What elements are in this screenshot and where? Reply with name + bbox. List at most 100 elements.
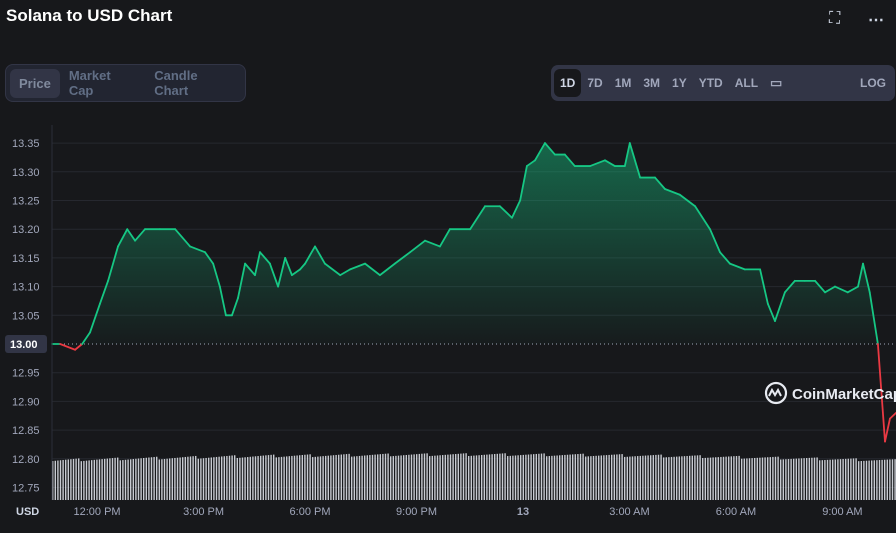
volume-bar — [665, 457, 667, 500]
volume-bar — [681, 456, 683, 500]
range-3m[interactable]: 3M — [643, 76, 661, 90]
volume-bar — [527, 454, 530, 500]
range-ytd[interactable]: YTD — [698, 76, 723, 90]
volume-bar — [260, 455, 262, 500]
volume-bar — [62, 459, 64, 500]
volume-bar — [832, 459, 834, 500]
volume-bar — [91, 460, 93, 500]
volume-bar — [533, 454, 535, 500]
volume-bar — [280, 456, 283, 500]
volume-bar — [676, 456, 678, 500]
range-7d[interactable]: 7D — [587, 76, 603, 90]
page-title: Solana to USD Chart — [6, 6, 173, 25]
price-line-segment — [759, 268, 769, 305]
log-toggle[interactable]: LOG — [860, 76, 886, 90]
volume-bar — [65, 459, 67, 500]
y-tick-label: 12.80 — [12, 454, 40, 466]
volume-bar — [109, 458, 111, 500]
volume-bar — [387, 453, 389, 500]
price-line-segment — [59, 343, 76, 351]
volume-bar — [642, 455, 644, 500]
volume-bar — [613, 454, 615, 500]
volume-bar — [525, 454, 527, 500]
volume-bar — [579, 453, 582, 500]
y-tick-label: 13.20 — [12, 224, 40, 236]
volume-bar — [366, 455, 368, 500]
volume-bar — [343, 454, 345, 500]
volume-bar — [332, 455, 335, 500]
price-line-segment — [544, 142, 556, 156]
price-line-segment — [254, 251, 261, 277]
volume-bar — [184, 456, 186, 500]
volume-bar — [839, 459, 842, 500]
price-line-segment — [409, 239, 426, 254]
volume-bar — [114, 457, 116, 500]
volume-bar — [169, 458, 171, 500]
tab-market-cap[interactable]: Market Cap — [68, 68, 111, 98]
price-line-segment — [174, 228, 191, 248]
x-tick-label: 13 — [517, 506, 529, 518]
volume-bar — [270, 454, 272, 500]
volume-bar — [873, 460, 875, 500]
volume-bar — [176, 457, 179, 500]
tab-price[interactable]: Price — [10, 68, 60, 98]
range-all[interactable]: ALL — [734, 76, 759, 90]
volume-bar — [668, 457, 670, 500]
volume-bar — [67, 459, 69, 500]
price-line-segment — [774, 291, 786, 322]
volume-bar — [166, 458, 168, 500]
price-line-segment — [212, 262, 221, 288]
volume-bar — [886, 459, 888, 500]
volume-bar — [306, 454, 309, 500]
more-icon[interactable]: ⋯ — [868, 12, 884, 29]
volume-bar — [205, 457, 207, 500]
volume-bar — [338, 454, 340, 500]
price-line-segment — [231, 297, 239, 317]
volume-bar — [247, 457, 249, 500]
x-tick-label: 6:00 PM — [290, 506, 331, 518]
volume-bar — [465, 453, 467, 500]
range-1y[interactable]: 1Y — [672, 76, 687, 90]
volume-bar — [644, 455, 647, 500]
chart-type-tabs: Price Market Cap Candle Chart — [5, 64, 246, 102]
fullscreen-icon[interactable]: ⛶ — [829, 10, 841, 27]
volume-bar — [54, 460, 56, 500]
price-line-segment — [519, 165, 528, 202]
volume-bar — [431, 455, 433, 500]
volume-bar — [252, 456, 254, 500]
volume-bar — [793, 458, 795, 500]
volume-bar — [868, 460, 870, 500]
volume-bar — [223, 456, 225, 500]
volume-bar — [291, 455, 293, 500]
price-line-segment — [469, 205, 486, 231]
volume-bar — [522, 454, 524, 500]
y-tick-label: 12.95 — [12, 368, 40, 380]
volume-bar — [241, 457, 244, 500]
volume-bar — [197, 458, 199, 500]
volume-bar — [413, 454, 415, 500]
volume-bar — [696, 455, 699, 500]
range-1d[interactable]: 1D — [554, 69, 582, 97]
watermark-text: CoinMarketCap — [792, 386, 896, 403]
volume-bar — [543, 453, 545, 500]
volume-bar — [52, 461, 54, 500]
volume-bar — [93, 459, 95, 500]
volume-bar — [756, 457, 758, 500]
volume-bar — [629, 456, 631, 500]
volume-bar — [452, 454, 454, 500]
volume-bar — [470, 455, 472, 500]
price-line-segment — [189, 245, 206, 254]
range-1m[interactable]: 1M — [614, 76, 632, 90]
price-line-segment — [237, 262, 246, 299]
y-tick-label: 13.05 — [12, 310, 40, 322]
volume-bar — [551, 455, 553, 500]
volume-bar — [504, 453, 506, 500]
price-line-segment — [204, 251, 215, 265]
volume-bar — [442, 455, 444, 500]
volume-bar — [78, 458, 80, 500]
calendar-icon[interactable]: ▭ — [770, 75, 783, 90]
price-area-fill — [52, 143, 896, 344]
tab-candle-chart[interactable]: Candle Chart — [154, 68, 198, 98]
price-line-segment — [424, 239, 441, 248]
volume-bar — [699, 455, 701, 500]
